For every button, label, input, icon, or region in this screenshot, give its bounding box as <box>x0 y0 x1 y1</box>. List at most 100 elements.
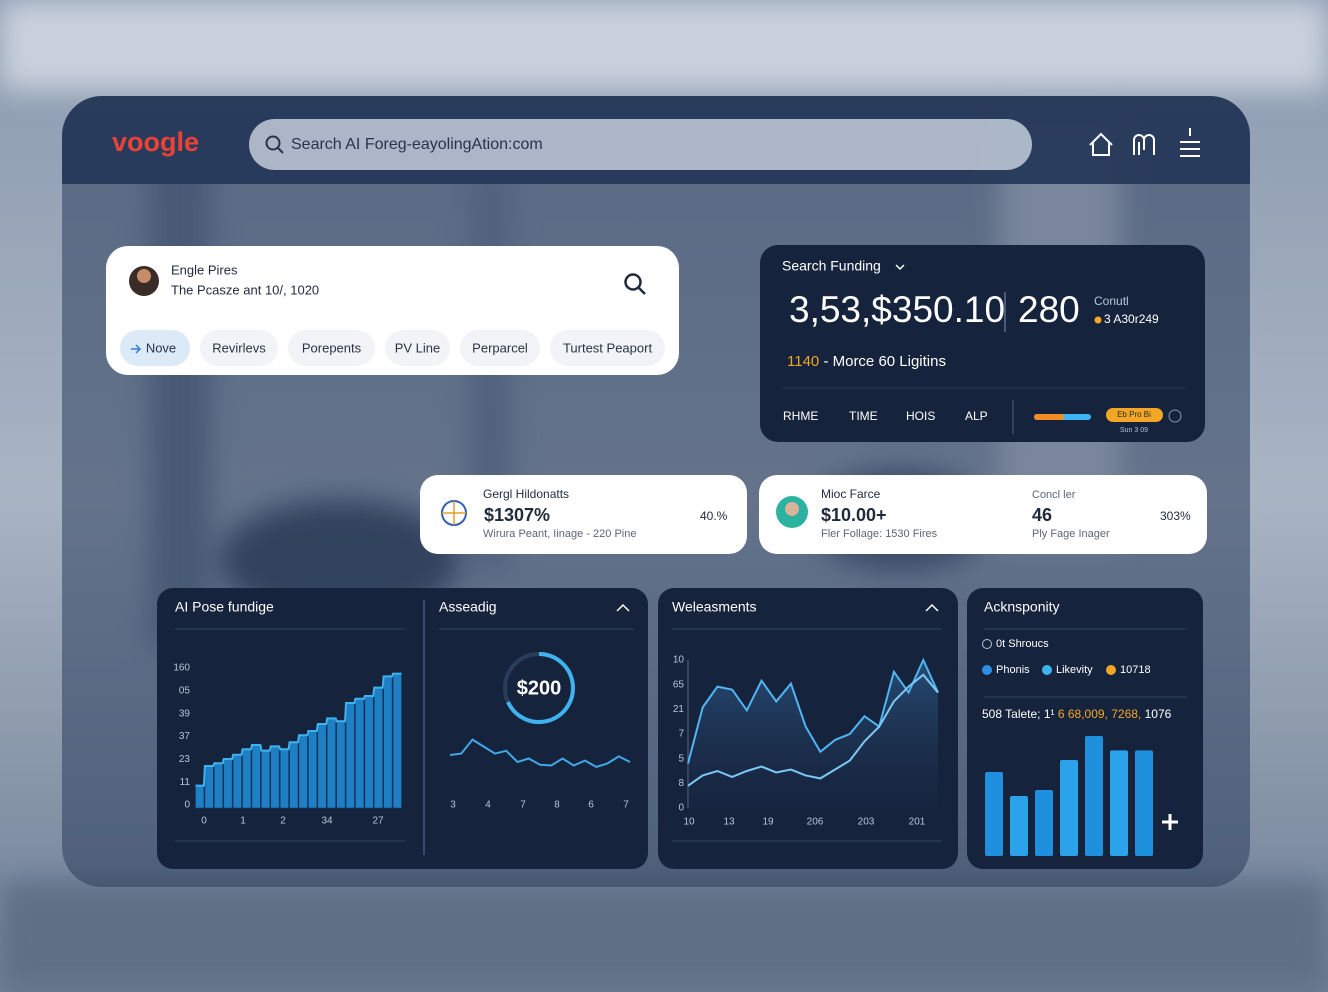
panel-title: AI Pose fundige <box>175 599 274 615</box>
badge-text[interactable]: Eb Pro Bi <box>1117 410 1151 419</box>
stat-value: $10.00+ <box>821 505 887 525</box>
x-tick-label: 27 <box>372 816 384 827</box>
panel <box>157 588 648 869</box>
bar <box>326 718 336 809</box>
side-label: Conutl <box>1094 294 1129 308</box>
bar <box>345 702 355 809</box>
stat-extra-label: Concl ler <box>1032 489 1076 501</box>
dropdown-icon <box>895 264 905 271</box>
panel-title: Acknsponity <box>984 599 1059 615</box>
y-tick-label: 65 <box>673 679 685 690</box>
note-text: - Morce 60 Ligitins <box>823 353 946 370</box>
apps-icon[interactable] <box>1133 134 1155 155</box>
x-tick-label: 1 <box>240 816 246 827</box>
search-icon <box>277 147 284 154</box>
collapse-icon[interactable] <box>925 603 939 612</box>
stat-name: Mioc Farce <box>821 487 881 501</box>
x-tick-label: 4 <box>485 800 491 811</box>
profile-subtitle: The Pcasze ant 10/, 1020 <box>171 282 319 297</box>
bar <box>1035 790 1053 856</box>
search-icon[interactable] <box>638 287 646 295</box>
stat-pct: 303% <box>1160 509 1191 523</box>
tab[interactable] <box>288 330 375 366</box>
bar <box>1010 796 1028 856</box>
toggle-icon[interactable] <box>1168 409 1182 423</box>
tab-label[interactable]: ALP <box>965 409 988 423</box>
profile-name: Engle Pires <box>171 262 238 277</box>
tab[interactable] <box>460 330 540 366</box>
y-tick-label: 0 <box>184 800 190 811</box>
x-tick-label: 19 <box>762 817 774 828</box>
bar <box>364 695 374 809</box>
globe-icon <box>442 501 466 525</box>
logo[interactable]: voogle <box>112 127 199 157</box>
bar <box>214 762 224 809</box>
search-icon[interactable] <box>624 273 642 291</box>
funding-count: 280 <box>1018 289 1080 330</box>
stat-name: Gergl Hildonatts <box>483 487 569 501</box>
legend-dot <box>1042 665 1052 675</box>
progress <box>1034 414 1064 420</box>
tab-label[interactable]: Turtest Peaport <box>563 340 653 355</box>
menu-icon[interactable] <box>1180 128 1200 157</box>
search-bar[interactable] <box>249 119 1032 170</box>
search-text[interactable]: Search AI Foreg-eayolingAtion:com <box>291 136 543 153</box>
x-tick-label: 0 <box>201 816 207 827</box>
dot <box>1094 316 1102 324</box>
add-icon[interactable] <box>1162 814 1178 830</box>
search-icon <box>265 135 281 151</box>
legend-dot <box>1106 665 1116 675</box>
tab-label[interactable]: Nove <box>146 340 176 355</box>
x-tick-label: 6 <box>588 800 594 811</box>
stat-value: $1307% <box>484 505 550 525</box>
tab-label[interactable]: TIME <box>849 409 878 423</box>
tab-label[interactable]: Porepents <box>302 340 362 355</box>
line <box>449 738 631 768</box>
tab[interactable] <box>385 330 450 366</box>
stat-sub: Wirura Peant, Iinage - 220 Pine <box>483 528 636 540</box>
home-icon[interactable] <box>1089 132 1113 156</box>
tab-label[interactable]: RHME <box>783 409 818 423</box>
x-tick-label: 2 <box>280 816 286 827</box>
y-tick-label: 39 <box>179 708 191 719</box>
badge[interactable] <box>1106 408 1163 422</box>
bar <box>317 723 327 809</box>
stat-extra-sub: Ply Fage Inager <box>1032 528 1110 540</box>
stats-line: 508 Talete; 1¹ 6 68,009, 7268, 1076 <box>982 707 1172 721</box>
y-tick-label: 10 <box>673 655 685 666</box>
legend-label: 0t Shroucs <box>996 638 1049 650</box>
bar-outline <box>195 672 402 787</box>
x-tick-label: 10 <box>683 817 695 828</box>
tab-label[interactable]: HOIS <box>906 409 935 423</box>
stats-suffix: 1076 <box>1145 707 1172 721</box>
funding-amount: 3,53,$350.10 <box>789 289 1005 330</box>
collapse-icon[interactable] <box>616 603 630 612</box>
bar <box>195 785 205 809</box>
stat-sub: Fler Follage: 1530 Fires <box>821 528 938 540</box>
tab-label[interactable]: PV Line <box>395 340 441 355</box>
y-tick-label: 11 <box>180 777 191 788</box>
stats-prefix: 508 Talete; 1¹ <box>982 707 1055 721</box>
tab[interactable] <box>550 330 665 366</box>
bar <box>270 746 280 809</box>
bar <box>232 754 242 809</box>
tab[interactable] <box>120 330 190 366</box>
tab-label[interactable]: Perparcel <box>472 340 528 355</box>
x-tick-label: 206 <box>807 817 824 828</box>
y-tick-label: 8 <box>678 778 684 789</box>
legend-label: Likevity <box>1056 664 1093 676</box>
stat-card <box>759 475 1207 554</box>
bar <box>308 730 318 809</box>
y-tick-label: 21 <box>673 704 685 715</box>
legend-dot <box>982 639 992 649</box>
tab-label[interactable]: Revirlevs <box>212 340 266 355</box>
x-tick-label: 8 <box>554 800 560 811</box>
bar <box>251 744 261 809</box>
panel-title: Asseadig <box>439 599 497 615</box>
y-tick-label: 05 <box>179 685 191 696</box>
tab[interactable] <box>200 330 278 366</box>
bar <box>383 676 393 809</box>
funding-title[interactable]: Search Funding <box>782 258 881 274</box>
bar <box>373 687 383 809</box>
